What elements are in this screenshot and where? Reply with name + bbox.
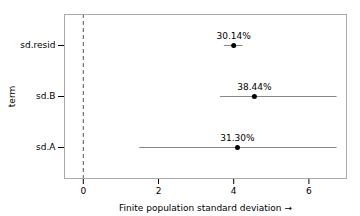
- svg-text:0: 0: [80, 186, 86, 196]
- svg-text:4: 4: [231, 186, 237, 196]
- svg-text:Finite population standard dev: Finite population standard deviation →: [119, 203, 292, 213]
- svg-text:sd.A: sd.A: [36, 142, 56, 152]
- svg-text:sd.B: sd.B: [36, 91, 55, 101]
- svg-text:31.30%: 31.30%: [220, 133, 255, 143]
- svg-text:38.44%: 38.44%: [237, 82, 272, 92]
- svg-text:6: 6: [306, 186, 312, 196]
- svg-text:2: 2: [156, 186, 162, 196]
- svg-text:term: term: [7, 86, 17, 107]
- svg-text:sd.resid: sd.resid: [20, 40, 55, 50]
- svg-text:30.14%: 30.14%: [217, 31, 252, 41]
